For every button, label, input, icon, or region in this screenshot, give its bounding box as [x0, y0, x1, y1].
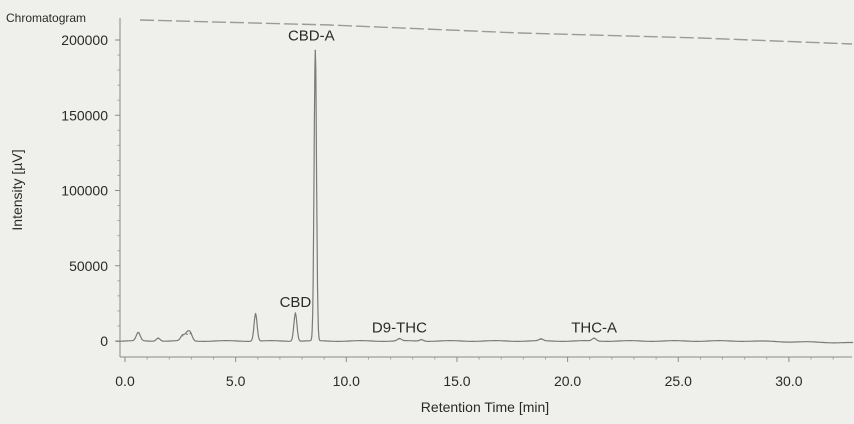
- y-tick-label: 50000: [69, 258, 108, 274]
- x-tick-label: 25.0: [665, 373, 692, 389]
- x-tick-label: 10.0: [333, 373, 360, 389]
- peak-point: [593, 337, 595, 340]
- peak-point: [314, 49, 317, 52]
- y-tick-label: 200000: [61, 32, 108, 48]
- x-tick-label: 5.0: [226, 373, 246, 389]
- peak-point: [294, 312, 297, 314]
- peak-point: [420, 338, 423, 341]
- peak-point: [398, 337, 401, 340]
- x-tick-label: 0.0: [115, 373, 135, 389]
- peak-label: THC-A: [571, 319, 617, 336]
- peak-point: [540, 338, 542, 340]
- labels: Retention Time [min] Intensity [µV] Chroma…: [6, 11, 617, 415]
- peak-point: [137, 331, 140, 334]
- peak-point: [181, 334, 184, 337]
- peak-point: [157, 337, 159, 339]
- x-tick-label: 30.0: [775, 373, 802, 389]
- x-tick-label: 20.0: [554, 373, 581, 389]
- x-axis-title: Retention Time [min]: [421, 399, 549, 415]
- top-border-line: [139, 19, 853, 45]
- chart-title: Chromatogram: [6, 11, 86, 25]
- peak-label: D9-THC: [372, 320, 427, 337]
- y-tick-label: 150000: [61, 107, 108, 123]
- peak-point: [189, 332, 192, 335]
- plot-area: [116, 49, 854, 344]
- signal-trace: [116, 50, 854, 344]
- y-tick-label: 0: [100, 333, 108, 349]
- y-tick-label: 100000: [61, 183, 108, 199]
- y-axis-title: Intensity [µV]: [9, 149, 25, 230]
- peak-label: CBD: [280, 294, 312, 311]
- axes: 0 50000 100000 150000 200000 0.0 5.0 10.0 15.0 20…: [61, 18, 853, 389]
- x-tick-label: 15.0: [443, 373, 470, 389]
- peak-point: [186, 333, 188, 336]
- peak-point: [254, 313, 257, 315]
- peak-label: CBD-A: [288, 28, 335, 45]
